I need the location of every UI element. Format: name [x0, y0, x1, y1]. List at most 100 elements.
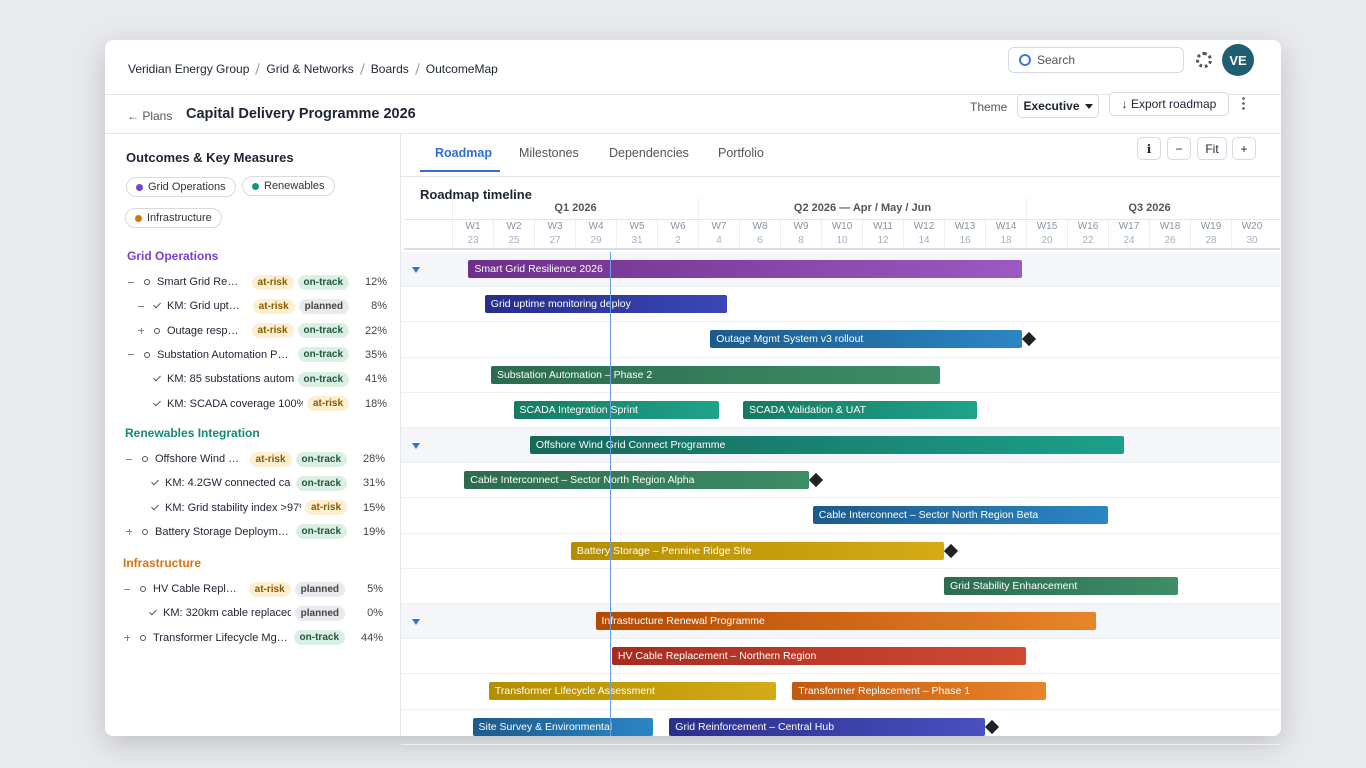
progress: 28%	[362, 453, 385, 465]
task-row	[401, 322, 1280, 358]
week-header: W10	[821, 220, 862, 234]
expand-toggle[interactable]	[123, 453, 135, 465]
gantt-bar[interactable]: SCADA Validation & UAT	[743, 400, 977, 419]
gantt-bar[interactable]: Battery Storage – Pennine Ridge Site	[570, 541, 944, 560]
progress: 19%	[362, 525, 385, 538]
sidebar-divider	[400, 133, 401, 736]
gantt-bar[interactable]: Site Survey & Environmental	[472, 717, 653, 736]
divider	[400, 176, 1280, 177]
gantt-bar[interactable]: Cable Interconnect – Sector North Region…	[812, 506, 1108, 525]
export-button[interactable]: ↓ Export roadmap	[1109, 92, 1229, 116]
collapse-toggle[interactable]	[412, 619, 420, 625]
week-header: W12	[903, 220, 944, 234]
gantt-bar[interactable]: Grid Stability Enhancement	[944, 576, 1178, 595]
icon-shape	[144, 351, 150, 358]
outcome-row[interactable]: Battery Storage Deploym… on-track 19%	[119, 522, 385, 542]
outcome-row[interactable]: KM: 320km cable replaced planned 0%	[117, 603, 383, 623]
search-box[interactable]: Search	[1008, 47, 1184, 73]
toggle-icon	[138, 327, 144, 334]
filter-chip[interactable]: Infrastructure	[125, 208, 222, 228]
task-row	[401, 463, 1280, 499]
week-date: 26	[1149, 234, 1190, 248]
outcome-row[interactable]: Substation Automation P… on-track 35%	[121, 345, 387, 365]
breadcrumb-item[interactable]: Veridian Energy Group	[128, 62, 250, 76]
gantt-bar[interactable]: Transformer Lifecycle Assessment	[488, 682, 776, 701]
outcome-row[interactable]: KM: 85 substations autom… on-track 41%	[121, 369, 387, 389]
more-menu[interactable]	[1242, 96, 1245, 110]
settings-button[interactable]	[1196, 52, 1212, 68]
outcome-row[interactable]: KM: SCADA coverage 100% at-risk 18%	[121, 394, 387, 414]
week-header: W13	[944, 220, 985, 234]
group-heading: Grid Operations	[127, 249, 219, 263]
week-date: 25	[493, 234, 534, 248]
toolbar-button[interactable]: Fit	[1197, 137, 1227, 160]
icon-shape	[153, 398, 161, 406]
gantt-bar[interactable]: HV Cable Replacement – Northern Region	[611, 647, 1026, 666]
collapse-toggle[interactable]	[412, 267, 420, 273]
gantt-bar[interactable]: Smart Grid Resilience 2026	[468, 260, 1022, 278]
gantt-bar[interactable]: Substation Automation – Phase 2	[490, 365, 940, 384]
toolbar-button[interactable]: ℹ	[1137, 137, 1161, 160]
gantt-bar[interactable]: Grid Reinforcement – Central Hub	[669, 717, 985, 736]
icon-shape	[153, 373, 161, 382]
theme-select[interactable]: Executive	[1017, 94, 1099, 118]
week-header: W7	[698, 220, 739, 234]
toolbar-button[interactable]: −	[1167, 137, 1191, 160]
outcome-row[interactable]: Offshore Wind … at-risk on-track 28%	[119, 449, 385, 469]
outcome-row[interactable]: KM: Grid stability index >97% at-risk 15%	[119, 498, 385, 518]
gantt-bar[interactable]: Transformer Replacement – Phase 1	[792, 682, 1047, 701]
expand-toggle[interactable]	[121, 583, 133, 595]
item-label: Offshore Wind …	[155, 453, 240, 465]
outcome-row[interactable]: Smart Grid Re… at-risk on-track 12%	[121, 272, 387, 292]
filter-chip[interactable]: Grid Operations	[126, 177, 236, 197]
outcome-row[interactable]: KM: 4.2GW connected ca… on-track 31%	[119, 473, 385, 493]
tab[interactable]: Roadmap	[435, 146, 492, 160]
active-tab-indicator	[420, 170, 500, 172]
breadcrumb-item[interactable]: Boards	[370, 62, 409, 76]
breadcrumb-item[interactable]: Grid & Networks	[266, 62, 354, 76]
week-header: W1	[452, 220, 493, 234]
gantt-bar[interactable]: Cable Interconnect – Sector North Region…	[464, 471, 809, 490]
outcome-row[interactable]: Transformer Lifecycle Mg… on-track 44%	[117, 628, 383, 648]
toolbar-button[interactable]: +	[1232, 137, 1256, 160]
expand-toggle[interactable]	[123, 526, 135, 538]
quarter-header: Q3 2026	[1026, 198, 1272, 218]
tab[interactable]: Dependencies	[609, 146, 689, 160]
expand-toggle[interactable]	[135, 300, 147, 312]
outcome-row[interactable]: HV Cable Repl… at-risk planned 5%	[117, 579, 383, 599]
status-tag: on-track	[297, 323, 349, 339]
toggle-icon	[124, 588, 130, 590]
week-date: 2	[657, 234, 698, 248]
item-label: KM: 4.2GW connected ca…	[165, 477, 292, 490]
week-header: W19	[1190, 220, 1231, 234]
item-label: KM: Grid upt…	[167, 300, 240, 313]
week-date: 28	[1190, 234, 1231, 248]
breadcrumb-item[interactable]: OutcomeMap	[425, 62, 498, 76]
outcome-row[interactable]: KM: Grid upt… at-risk planned 8%	[121, 296, 387, 316]
tab[interactable]: Milestones	[519, 146, 579, 160]
gantt-bar[interactable]: Infrastructure Renewal Programme	[595, 612, 1096, 630]
expand-toggle[interactable]	[135, 325, 147, 337]
gantt-bar[interactable]: Grid uptime monitoring deploy	[484, 295, 727, 314]
expand-toggle[interactable]	[125, 349, 137, 361]
outcome-row[interactable]: Outage resp… at-risk on-track 22%	[121, 321, 387, 341]
tab[interactable]: Portfolio	[718, 146, 764, 160]
icon-shape	[149, 607, 157, 616]
collapse-toggle[interactable]	[412, 443, 420, 449]
measure-icon	[149, 477, 161, 489]
page-title: Capital Delivery Programme 2026	[186, 106, 416, 122]
gantt-bar[interactable]: SCADA Integration Sprint	[513, 400, 719, 419]
status-tag: on-track	[295, 451, 347, 467]
filter-chip[interactable]: Renewables	[242, 176, 335, 196]
icon-shape	[140, 634, 146, 641]
back-link[interactable]: ← Plans	[127, 109, 173, 123]
gantt-bar[interactable]: Outage Mgmt System v3 rollout	[710, 330, 1022, 349]
expand-toggle[interactable]	[125, 276, 137, 288]
avatar[interactable]: VE	[1222, 44, 1254, 76]
outcome-icon	[141, 349, 153, 361]
status-tag: at-risk	[251, 323, 294, 339]
expand-toggle[interactable]	[121, 632, 133, 644]
gantt-bar[interactable]: Offshore Wind Grid Connect Programme	[529, 436, 1125, 454]
toggle-icon	[138, 305, 144, 307]
toggle-icon	[126, 528, 132, 535]
